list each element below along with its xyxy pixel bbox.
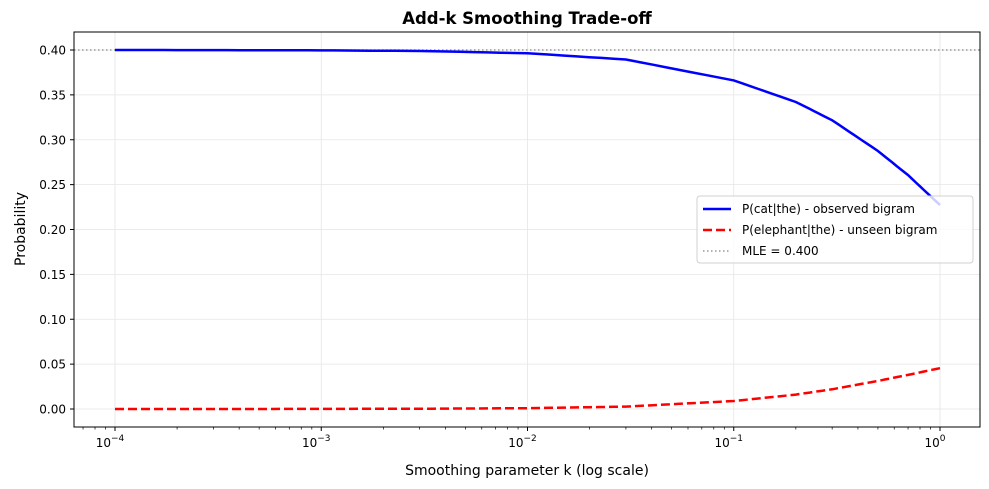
x-tick-label: 10−2 [508, 434, 537, 450]
y-tick-label: 0.10 [39, 313, 66, 327]
y-tick-label: 0.20 [39, 223, 66, 237]
y-axis-label: Probability [13, 192, 29, 266]
legend-observed-label: P(cat|the) - observed bigram [742, 202, 915, 216]
y-tick-label: 0.40 [39, 44, 66, 58]
legend-box [696, 195, 974, 264]
y-tick-label: 0.30 [39, 133, 66, 147]
x-tick-label: 10−4 [96, 434, 125, 450]
y-tick-label: 0.00 [39, 403, 66, 417]
chart-title: Add-k Smoothing Trade-off [402, 9, 652, 28]
x-tick-label: 10−3 [302, 434, 331, 450]
observed-bigram-curve [115, 48, 941, 206]
y-tick-label: 0.35 [39, 88, 66, 102]
y-tick-label: 0.15 [39, 268, 66, 282]
legend-mle-label: MLE = 0.400 [742, 244, 819, 258]
legend: P(cat|the) - observed bigram P(elephant|… [696, 195, 974, 264]
y-axis-ticks: 0.00 0.05 0.10 0.15 0.20 0.25 0.30 0.35 0.40 [39, 44, 74, 417]
x-axis-ticks: 10−4 10−3 10−2 10−1 100 [82, 427, 946, 450]
y-tick-label: 0.05 [39, 358, 66, 372]
x-axis-label: Smoothing parameter k (log scale) [405, 463, 649, 479]
legend-unseen-label: P(elephant|the) - unseen bigram [742, 223, 937, 237]
unseen-bigram-curve [115, 366, 941, 411]
x-tick-label: 10−1 [714, 434, 743, 450]
x-tick-label: 100 [924, 434, 945, 450]
y-tick-label: 0.25 [39, 178, 66, 192]
